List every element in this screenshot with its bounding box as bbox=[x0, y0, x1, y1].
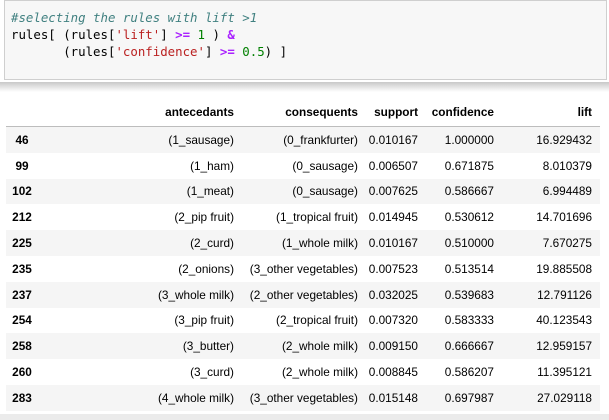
table-cell-antecedants: (3_curd) bbox=[190, 365, 234, 380]
table-cell-support: 0.007320 bbox=[368, 313, 418, 328]
row-index: 235 bbox=[12, 261, 32, 276]
table-cell-antecedants: (2_pip fruit) bbox=[174, 210, 234, 225]
code-line-3: (rules['confidence'] >= 0.5) ] bbox=[11, 44, 288, 59]
table-cell-antecedants: (3_pip fruit) bbox=[174, 313, 234, 328]
table-cell-confidence: 0.586207 bbox=[444, 365, 494, 380]
row-index: 260 bbox=[12, 365, 32, 380]
table-row: 237 (3_whole milk) (2_other vegetables) 0.0… bbox=[6, 281, 600, 308]
table-cell-lift: 6.994489 bbox=[542, 184, 592, 199]
row-index: 258 bbox=[12, 339, 32, 354]
row-index: 237 bbox=[12, 287, 32, 302]
row-index: 99 bbox=[15, 158, 29, 173]
table-row: 46 (1_sausage) (0_frankfurter) 0.010167 1.00… bbox=[6, 126, 600, 153]
table-cell-antecedants: (3_butter) bbox=[182, 339, 234, 354]
table-cell-support: 0.006507 bbox=[368, 158, 418, 173]
row-index: 283 bbox=[12, 390, 32, 405]
table-cell-confidence: 1.000000 bbox=[444, 132, 494, 147]
table-row: 99 (1_ham) (0_sausage) 0.006507 0.671875 8.01… bbox=[6, 153, 600, 179]
table-body: 46 (1_sausage) (0_frankfurter) 0.010167 1.00… bbox=[6, 126, 600, 411]
table-row: 283 (4_whole milk) (3_other vegetables) 0.0… bbox=[6, 384, 600, 411]
table-cell-consequents: (2_whole milk) bbox=[281, 339, 358, 354]
row-index: 254 bbox=[12, 313, 32, 328]
table-cell-antecedants: (1_ham) bbox=[190, 158, 234, 173]
table-cell-confidence: 0.671875 bbox=[444, 158, 494, 173]
table-cell-lift: 19.885508 bbox=[536, 261, 592, 276]
table-cell-lift: 12.791126 bbox=[537, 287, 592, 302]
table-cell-antecedants: (2_curd) bbox=[190, 236, 234, 251]
column-header-antecedants: antecedants bbox=[46, 98, 242, 127]
column-header-support: support bbox=[366, 98, 426, 127]
output-area: antecedants consequents support confidence l… bbox=[6, 98, 600, 411]
table-cell-lift: 7.670275 bbox=[542, 236, 592, 251]
table-cell-lift: 16.929432 bbox=[536, 132, 592, 147]
table-cell-consequents: (3_other vegetables) bbox=[249, 261, 358, 276]
table-cell-consequents: (0_sausage) bbox=[292, 184, 358, 199]
table-cell-lift: 40.123543 bbox=[536, 313, 592, 328]
table-cell-consequents: (1_whole milk) bbox=[281, 236, 358, 251]
table-cell-support: 0.015148 bbox=[368, 390, 418, 405]
column-header-consequents: consequents bbox=[242, 98, 366, 127]
code-line-2: rules[ (rules['lift'] >= 1 ) & bbox=[11, 27, 235, 42]
table-row: 225 (2_curd) (1_whole milk) 0.010167 0.51000… bbox=[6, 230, 600, 256]
table-cell-support: 0.014945 bbox=[368, 210, 418, 225]
row-index: 102 bbox=[12, 184, 32, 199]
table-row: 235 (2_onions) (3_other vegetables) 0.00752… bbox=[6, 256, 600, 282]
code-comment: #selecting the rules with lift >1 bbox=[11, 10, 258, 25]
horizontal-scrollbar[interactable] bbox=[0, 414, 609, 420]
table-cell-lift: 27.029118 bbox=[537, 390, 592, 405]
table-cell-consequents: (3_other vegetables) bbox=[249, 390, 358, 405]
table-cell-confidence: 0.583333 bbox=[444, 313, 494, 328]
table-cell-confidence: 0.539683 bbox=[444, 287, 494, 302]
table-cell-lift: 8.010379 bbox=[542, 158, 592, 173]
table-cell-antecedants: (1_sausage) bbox=[168, 132, 234, 147]
table-cell-consequents: (0_frankfurter) bbox=[283, 132, 358, 147]
table-cell-confidence: 0.530612 bbox=[444, 210, 494, 225]
table-cell-support: 0.007523 bbox=[368, 261, 418, 276]
index-header bbox=[6, 98, 46, 127]
row-index: 212 bbox=[12, 210, 32, 225]
cell-separator-shadow bbox=[0, 82, 609, 92]
table-row: 260 (3_curd) (2_whole milk) 0.008845 0.58620… bbox=[6, 359, 600, 385]
table-cell-lift: 12.959157 bbox=[536, 339, 592, 354]
table-cell-antecedants: (1_meat) bbox=[186, 184, 234, 199]
table-cell-support: 0.007625 bbox=[368, 184, 418, 199]
code-cell[interactable]: #selecting the rules with lift >1 rules[… bbox=[4, 0, 607, 80]
table-cell-consequents: (2_other vegetables) bbox=[249, 287, 358, 302]
table-row: 102 (1_meat) (0_sausage) 0.007625 0.586667 6.… bbox=[6, 178, 600, 205]
table-cell-consequents: (0_sausage) bbox=[292, 158, 358, 173]
table-cell-antecedants: (2_onions) bbox=[178, 261, 234, 276]
row-index: 225 bbox=[12, 236, 32, 251]
table-cell-antecedants: (4_whole milk) bbox=[157, 390, 234, 405]
table-cell-antecedants: (3_whole milk) bbox=[157, 287, 234, 302]
column-header-confidence: confidence bbox=[426, 98, 502, 127]
table-cell-confidence: 0.513514 bbox=[444, 261, 494, 276]
table-row: 212 (2_pip fruit) (1_tropical fruit) 0.0149… bbox=[6, 204, 600, 230]
table-cell-support: 0.009150 bbox=[368, 339, 418, 354]
table-cell-lift: 11.395121 bbox=[537, 365, 592, 380]
table-cell-confidence: 0.697987 bbox=[444, 390, 494, 405]
table-cell-confidence: 0.666667 bbox=[444, 339, 494, 354]
rules-table: antecedants consequents support confidence l… bbox=[6, 98, 600, 411]
table-row: 258 (3_butter) (2_whole milk) 0.009150 0.666… bbox=[6, 333, 600, 360]
table-cell-support: 0.010167 bbox=[368, 236, 418, 251]
table-row: 254 (3_pip fruit) (2_tropical fruit) 0.0073… bbox=[6, 308, 600, 334]
table-cell-support: 0.010167 bbox=[368, 132, 418, 147]
table-cell-confidence: 0.586667 bbox=[444, 184, 494, 199]
table-header-row: antecedants consequents support confidence l… bbox=[6, 98, 600, 127]
table-cell-confidence: 0.510000 bbox=[444, 236, 494, 251]
column-header-lift: lift bbox=[502, 98, 600, 127]
row-index: 46 bbox=[15, 132, 29, 147]
table-cell-consequents: (2_tropical fruit) bbox=[276, 313, 358, 328]
table-cell-consequents: (2_whole milk) bbox=[281, 365, 358, 380]
table-cell-support: 0.008845 bbox=[368, 365, 418, 380]
code-editor[interactable]: #selecting the rules with lift >1 rules[… bbox=[5, 1, 606, 60]
table-cell-lift: 14.701696 bbox=[536, 210, 592, 225]
table-cell-support: 0.032025 bbox=[368, 287, 418, 302]
table-cell-consequents: (1_tropical fruit) bbox=[276, 210, 358, 225]
